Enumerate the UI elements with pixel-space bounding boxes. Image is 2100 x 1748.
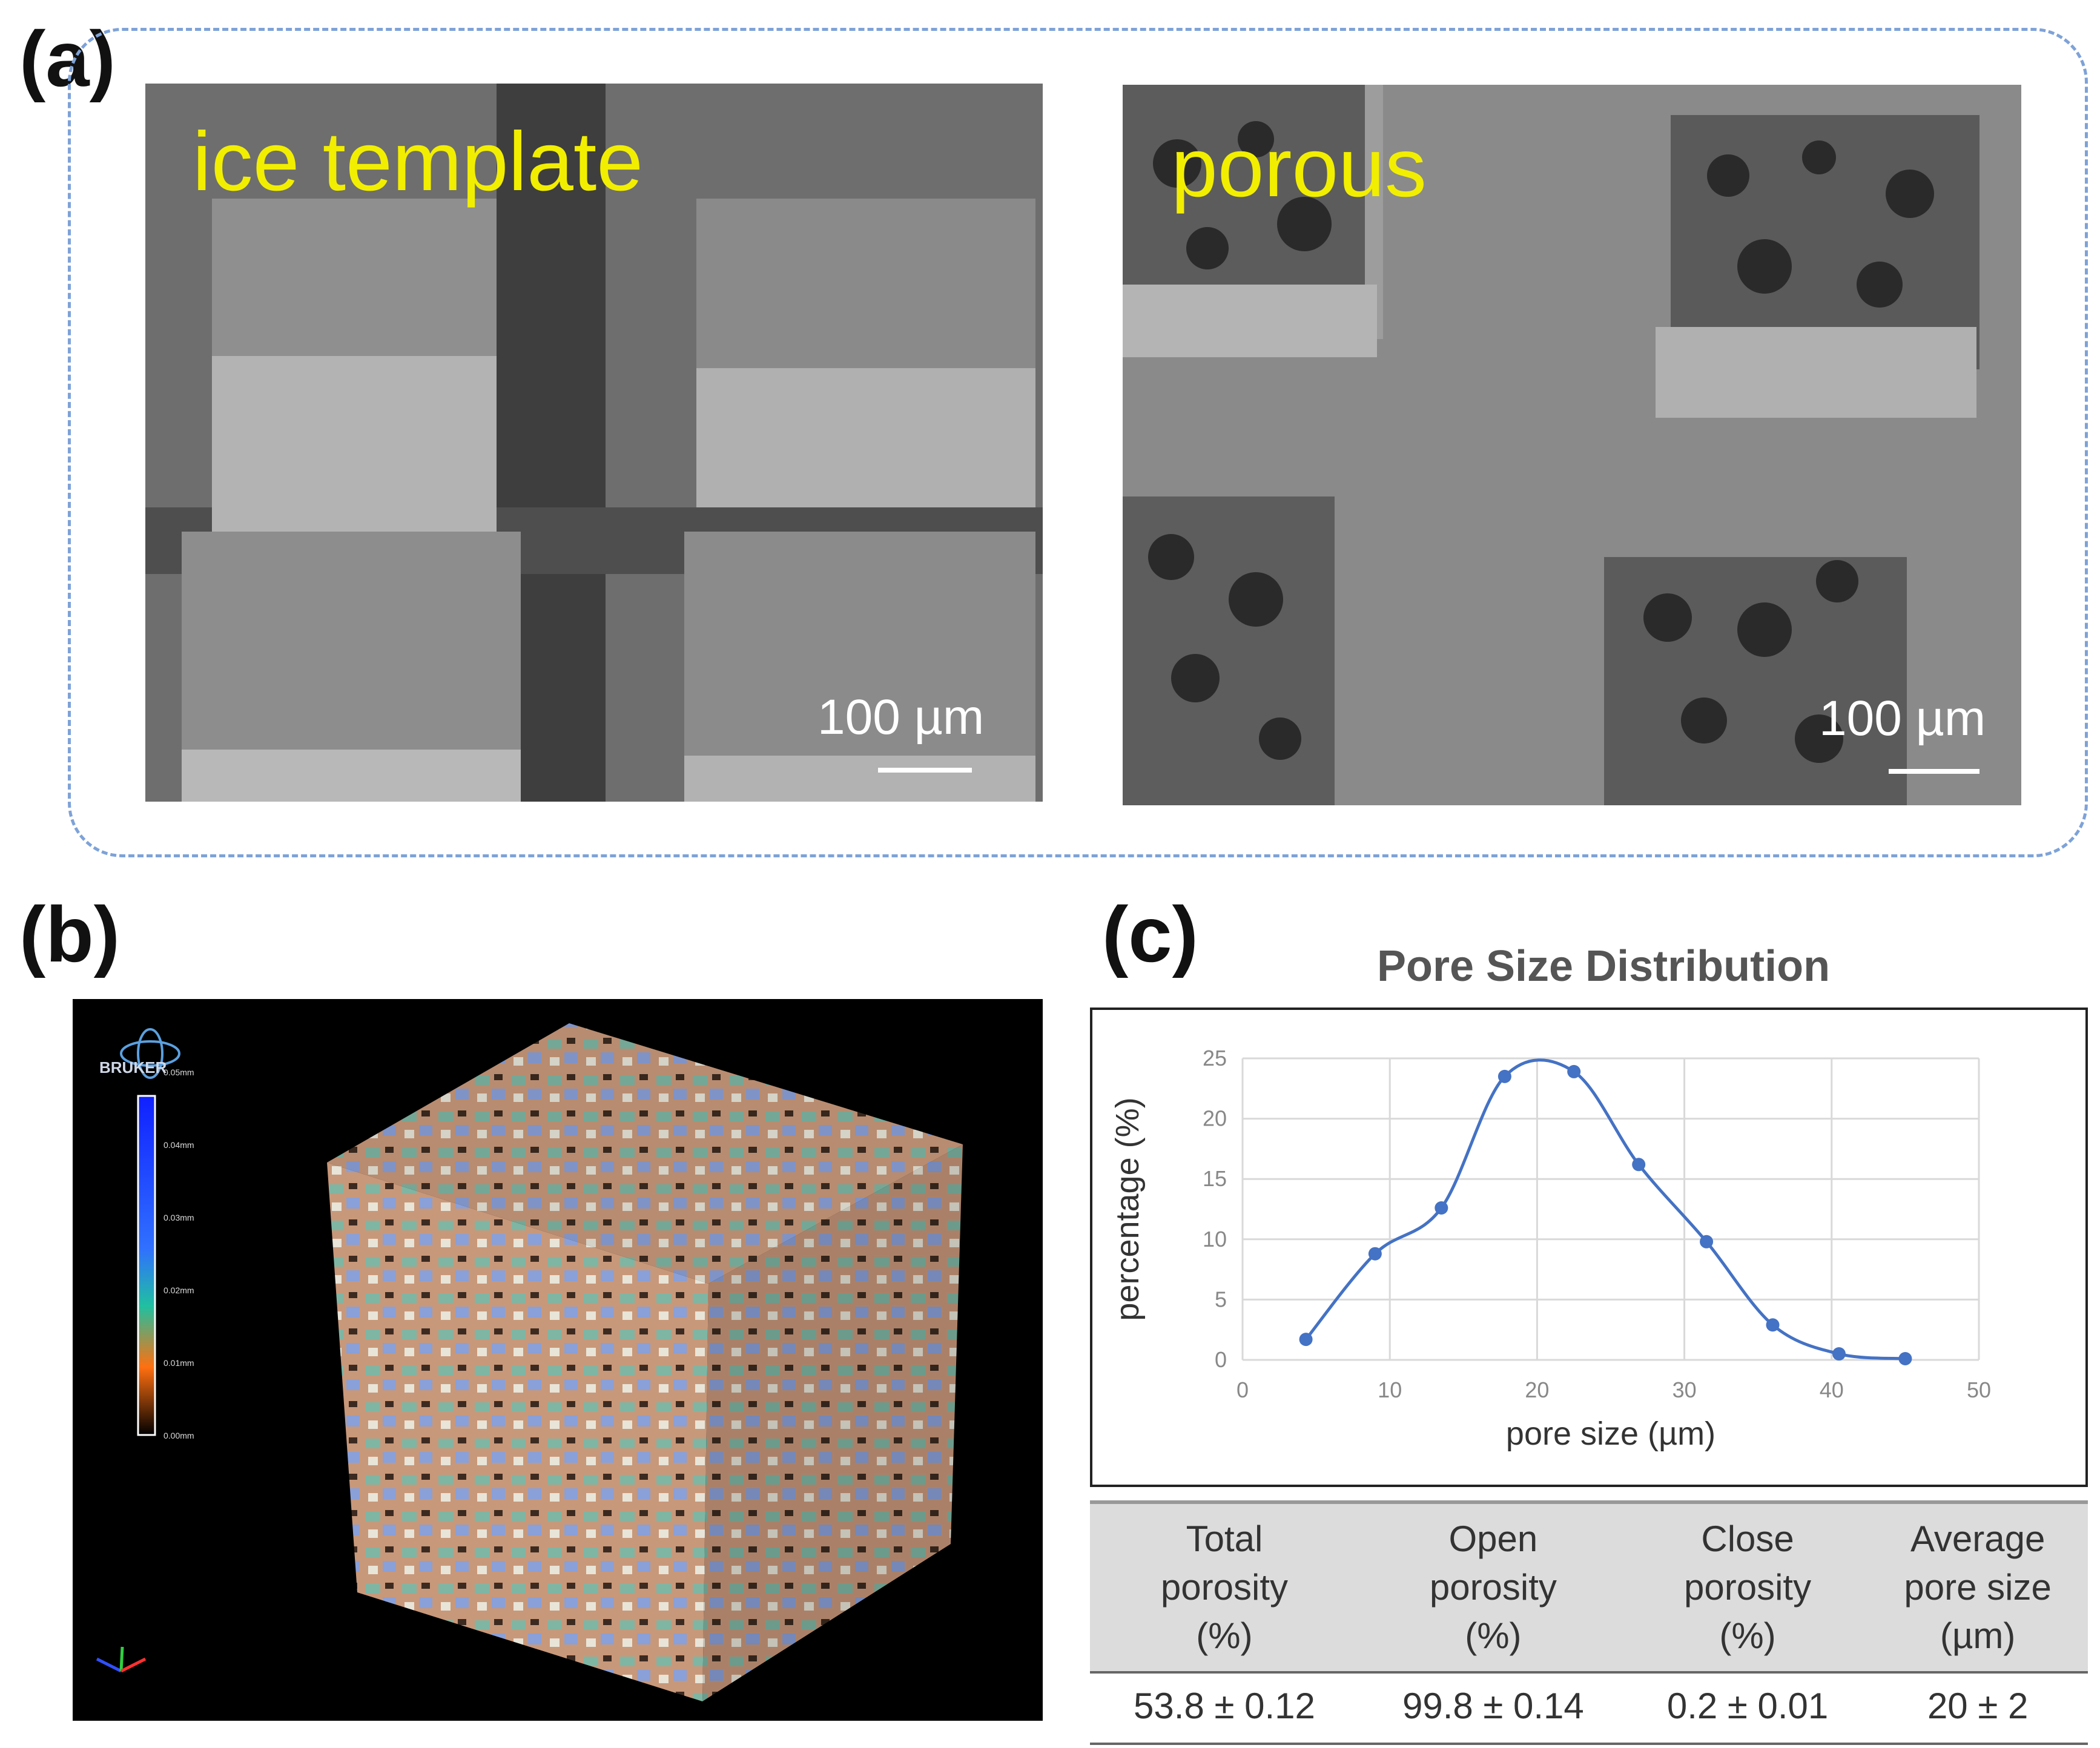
colorbar-tick: 0.03mm: [163, 1213, 194, 1222]
micro-ct-graphic: BRUKER 0.05mm 0.04mm 0.03mm 0.02mm 0.01m…: [96, 1023, 963, 1701]
data-point: [1435, 1201, 1448, 1215]
cube-top-face: [327, 1023, 963, 1284]
data-point: [1497, 1069, 1511, 1083]
x-tick-label: 40: [1820, 1377, 1844, 1402]
data-point: [1368, 1247, 1382, 1261]
y-tick-labels: 0 5 10 15 20 25: [1203, 1046, 1227, 1372]
header-line: (%): [1719, 1615, 1776, 1656]
bruker-logo: BRUKER: [99, 1028, 180, 1079]
scale-text-right: 100 µm: [1819, 691, 1986, 746]
data-point: [1632, 1158, 1646, 1172]
sem-porous-graphic: [1123, 85, 2021, 805]
y-axis-label: percentage (%): [1109, 1097, 1146, 1321]
panel-label-c: (c): [1102, 890, 1198, 978]
header-line: (%): [1196, 1615, 1253, 1656]
x-axis-label: pore size (µm): [1506, 1416, 1715, 1452]
y-tick-label: 0: [1215, 1347, 1227, 1372]
table-cell-close-porosity: 0.2 ± 0.01: [1627, 1672, 1868, 1745]
table-header-row: Total porosity (%) Open porosity (%) Clo…: [1090, 1500, 2088, 1674]
series-line: [1304, 1058, 1906, 1360]
data-point: [1299, 1333, 1313, 1347]
header-line: (%): [1465, 1615, 1522, 1656]
x-tick-labels: 0 10 20 30 40 50: [1237, 1377, 1991, 1402]
data-point: [1700, 1235, 1714, 1248]
table-cell-total-porosity: 53.8 ± 0.12: [1090, 1672, 1359, 1745]
header-line: Total: [1186, 1519, 1263, 1559]
scale-text-left: 100 µm: [817, 690, 985, 745]
table-header-open-porosity: Open porosity (%): [1358, 1500, 1628, 1674]
data-point: [1832, 1347, 1846, 1361]
y-tick-label: 10: [1203, 1227, 1227, 1252]
pore-size-chart: 0 10 20 30 40 50 0 5 10 15 20 25 pore size (µm) pe…: [1109, 1046, 1991, 1452]
chart-frame: 0 10 20 30 40 50 0 5 10 15 20 25 pore size (µm) pe…: [1090, 1008, 2088, 1487]
panel-a-frame: [68, 28, 2088, 857]
table-row: 53.8 ± 0.12 99.8 ± 0.14 0.2 ± 0.01 20 ± …: [1090, 1672, 2088, 1745]
header-line: Close: [1701, 1519, 1794, 1559]
table-header-average-pore-size: Average pore size (µm): [1867, 1500, 2088, 1674]
header-line: Open: [1448, 1519, 1538, 1559]
y-tick-label: 20: [1203, 1106, 1227, 1131]
y-tick-label: 5: [1215, 1287, 1227, 1311]
bruker-logo-text: BRUKER: [99, 1058, 167, 1077]
colorbar-tick: 0.05mm: [163, 1067, 194, 1077]
scale-bar-left: [878, 768, 972, 773]
header-line: Average: [1910, 1519, 2046, 1559]
cube-left-face: [327, 1163, 708, 1701]
data-point: [1766, 1318, 1780, 1332]
panel-label-b: (b): [19, 890, 120, 978]
cube-right-face: [702, 1144, 963, 1701]
scale-bar-right: [1889, 769, 1979, 774]
header-line: porosity: [1160, 1567, 1288, 1608]
table-cell-average-pore-size: 20 ± 2: [1867, 1672, 2088, 1745]
colorbar-tick: 0.00mm: [163, 1431, 194, 1440]
data-point: [1567, 1064, 1581, 1078]
x-tick-label: 0: [1237, 1377, 1249, 1402]
sem-ice-template-graphic: [145, 84, 1043, 802]
table-cell-open-porosity: 99.8 ± 0.14: [1358, 1672, 1628, 1745]
header-line: pore size: [1904, 1567, 2052, 1608]
sem-image-ice-template: ice template 100 µm: [145, 84, 1043, 802]
header-line: porosity: [1429, 1567, 1557, 1608]
chart-grid: [1241, 1057, 1980, 1361]
y-tick-label: 25: [1203, 1046, 1227, 1070]
series-points: [1299, 1064, 1912, 1366]
data-point: [1898, 1352, 1912, 1366]
table-header-close-porosity: Close porosity (%): [1627, 1500, 1868, 1674]
sem-image-porous: porous 100 µm: [1123, 85, 2021, 805]
header-line: porosity: [1684, 1567, 1812, 1608]
porosity-table: Total porosity (%) Open porosity (%) Clo…: [1090, 1500, 2088, 1745]
header-line: (µm): [1940, 1615, 2016, 1656]
sem-label-ice-template: ice template: [193, 115, 644, 208]
x-tick-label: 10: [1378, 1377, 1402, 1402]
colorbar-tick: 0.02mm: [163, 1285, 194, 1295]
colorbar-tick: 0.01mm: [163, 1358, 194, 1368]
x-tick-label: 20: [1525, 1377, 1549, 1402]
table-header-total-porosity: Total porosity (%): [1090, 1500, 1359, 1674]
x-tick-label: 30: [1672, 1377, 1697, 1402]
micro-ct-render: BRUKER 0.05mm 0.04mm 0.03mm 0.02mm 0.01m…: [73, 999, 1043, 1721]
x-tick-label: 50: [1967, 1377, 1991, 1402]
sem-label-porous: porous: [1171, 121, 1427, 214]
colorbar-tick: 0.04mm: [163, 1140, 194, 1150]
axis-triad: [96, 1646, 147, 1673]
chart-title: Pore Size Distribution: [1376, 942, 1831, 991]
y-tick-label: 15: [1203, 1166, 1227, 1191]
